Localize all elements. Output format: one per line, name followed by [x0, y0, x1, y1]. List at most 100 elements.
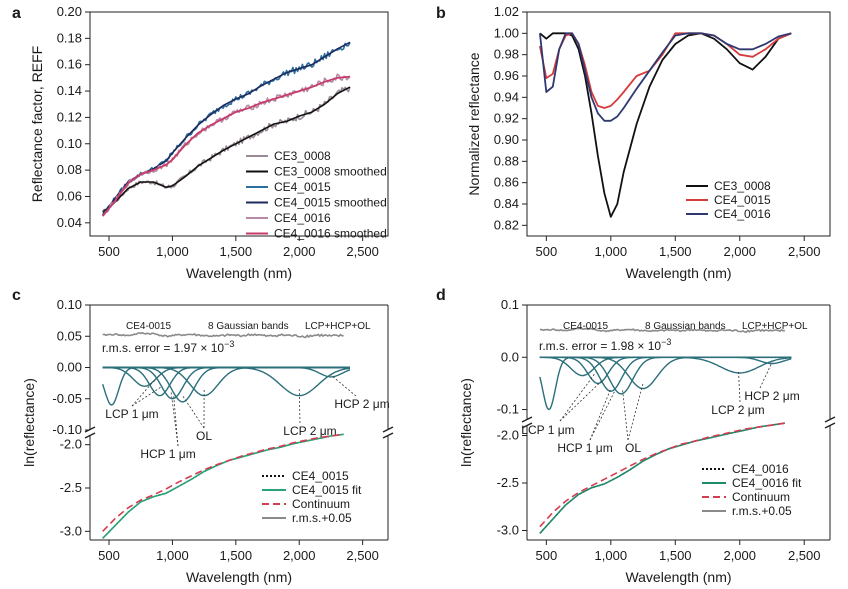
- legend-label: CE4_0016: [714, 207, 771, 221]
- legend-label: CE3_0008 smoothed: [274, 165, 387, 179]
- legend-label: Continuum: [292, 497, 350, 511]
- band-pointer: [173, 395, 179, 447]
- gaussian-band: [539, 356, 792, 365]
- annotation-sample: CE4-0015: [126, 321, 171, 332]
- y-tick-label: -0.05: [52, 391, 82, 406]
- annotation-sample: CE4-0015: [563, 321, 608, 332]
- panel-label: d: [436, 287, 446, 304]
- band-label: LCP 1 μm: [105, 407, 158, 421]
- y-tick-label: -3.0: [60, 523, 82, 538]
- y-tick-label: 0.08: [57, 162, 82, 177]
- band-pointer: [759, 362, 773, 389]
- y-tick-label: 0.92: [494, 111, 519, 126]
- legend-label: CE4_0015: [274, 180, 331, 194]
- y-tick-label: -2.0: [60, 437, 82, 452]
- band-pointer: [298, 389, 301, 424]
- axis-break-mark: [824, 422, 836, 429]
- y-tick-label: 0.88: [494, 153, 519, 168]
- y-tick-label: 0.1: [501, 297, 519, 312]
- plot-frame: [526, 11, 831, 237]
- x-tick-label: 500: [98, 244, 120, 259]
- y-tick-label: 0.84: [494, 196, 519, 211]
- band-label: HCP 1 μm: [140, 447, 195, 461]
- band-pointer: [627, 383, 644, 441]
- y-tick-label: 0.0: [501, 349, 519, 364]
- x-axis-label: Wavelength (nm): [186, 265, 292, 281]
- legend-label: Continuum: [732, 490, 790, 504]
- x-tick-label: 1,000: [595, 548, 628, 563]
- x-tick-label: 1,000: [156, 244, 189, 259]
- x-tick-label: 1,000: [156, 548, 189, 563]
- x-axis-label: Wavelength (nm): [186, 569, 292, 585]
- y-tick-label: 0.10: [57, 297, 82, 312]
- legend-label: CE4_0015: [714, 193, 771, 207]
- axis-break-mark: [382, 432, 394, 439]
- y-tick-label: 0.10: [57, 136, 82, 151]
- x-tick-label: 2,000: [283, 244, 316, 259]
- legend-label: CE4_0015 fit: [292, 483, 362, 497]
- y-tick-label: 0.05: [57, 328, 82, 343]
- plot-frame: [89, 11, 389, 237]
- band-pointer: [131, 379, 155, 407]
- x-tick-label: 1,500: [659, 548, 692, 563]
- legend-label: CE4_0016: [732, 462, 789, 476]
- rms-error-exponent: −3: [224, 339, 234, 349]
- legend-label: r.m.s.+0.05: [292, 511, 352, 525]
- y-tick-label: 1.00: [494, 25, 519, 40]
- annotation-components: LCP+HCP+OL: [742, 321, 808, 332]
- series-line: [539, 32, 792, 122]
- x-tick-label: 2,000: [723, 244, 756, 259]
- legend-label: CE4_0016 fit: [732, 476, 802, 490]
- rms-error-label: r.m.s. error = 1.97 × 10−3: [102, 339, 234, 355]
- y-axis-label: Reflectance factor, REFF: [29, 46, 45, 202]
- legend-label: CE3_0008: [714, 179, 771, 193]
- legend-label: r.m.s.+0.05: [732, 504, 792, 518]
- band-label: HCP 2 μm: [744, 389, 799, 403]
- band-label: HCP 1 μm: [557, 441, 612, 455]
- rms-line: [102, 331, 344, 339]
- x-axis-label: Wavelength (nm): [625, 265, 731, 281]
- series-line: [102, 433, 344, 532]
- y-tick-label: 0.90: [494, 132, 519, 147]
- series-line: [102, 433, 344, 539]
- panel-d: 500 1,000 1,500 2,000 2,500 0.1 0.0 -0.1 -2.0 -2.…: [436, 287, 836, 585]
- band-pointer: [182, 395, 205, 429]
- axis-break-mark: [84, 432, 96, 439]
- band-pointer: [622, 388, 629, 441]
- legend-label: CE3_0008: [274, 149, 331, 163]
- y-tick-label: -0.10: [52, 422, 82, 437]
- legend-label: CE4_0016 smoothed: [274, 227, 387, 241]
- series-line: [539, 422, 786, 528]
- rms-error-exponent: −3: [661, 337, 671, 347]
- annotation-bands: 8 Gaussian bands: [208, 321, 289, 332]
- y-tick-label: 0.98: [494, 47, 519, 62]
- series-line: [102, 86, 351, 213]
- axis-break-mark: [521, 416, 533, 423]
- band-label: OL: [625, 441, 641, 455]
- gaussian-band: [102, 366, 350, 397]
- y-tick-label: 0.20: [57, 4, 82, 19]
- axis-break-mark: [521, 422, 533, 429]
- annotation-components: LCP+HCP+OL: [305, 321, 371, 332]
- panel-a: 500 1,000 1,500 2,000 2,500 0.04 0.06 0.08 0.10 0…: [12, 4, 389, 281]
- y-tick-label: -0.1: [497, 402, 519, 417]
- y-tick-label: 0.94: [494, 89, 519, 104]
- series-line: [101, 75, 351, 217]
- annotation-bands: 8 Gaussian bands: [645, 321, 726, 332]
- x-tick-label: 1,500: [220, 548, 253, 563]
- gaussian-band: [539, 356, 792, 390]
- panel-c: 500 1,000 1,500 2,000 2,500 0.10 0.05 0.00 -0.05…: [12, 287, 394, 585]
- band-label: OL: [196, 429, 212, 443]
- y-tick-label: -2.0: [497, 428, 519, 443]
- y-tick-label: 0.04: [57, 215, 82, 230]
- y-tick-label: 0.14: [57, 83, 82, 98]
- x-tick-label: 2,500: [346, 244, 379, 259]
- x-tick-label: 1,500: [220, 244, 253, 259]
- x-tick-label: 2,500: [346, 548, 379, 563]
- panel-label: a: [12, 5, 21, 22]
- legend-label: CE4_0015 smoothed: [274, 196, 387, 210]
- y-tick-label: 1.02: [494, 4, 519, 19]
- x-tick-label: 1,500: [659, 244, 692, 259]
- gaussian-band: [539, 356, 792, 385]
